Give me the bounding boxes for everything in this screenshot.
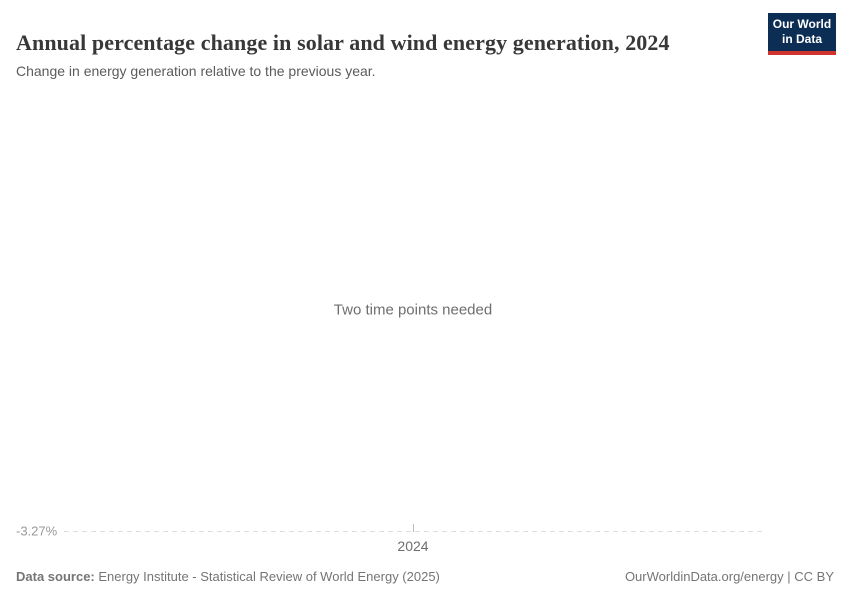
plot-area: Two time points needed -3.27% 2024 [0, 64, 850, 560]
x-axis-tick [413, 524, 414, 532]
chart-title: Annual percentage change in solar and wi… [16, 29, 670, 55]
chart-subtitle: Change in energy generation relative to … [16, 63, 376, 79]
data-source-line: Data source: Energy Institute - Statisti… [16, 569, 440, 585]
owid-logo[interactable]: Our World in Data [768, 13, 836, 55]
empty-state-message: Two time points needed [333, 301, 493, 319]
data-source-text: Energy Institute - Statistical Review of… [94, 569, 440, 584]
y-axis-baseline-label: -3.27% [16, 523, 58, 539]
owid-logo-line1: Our World [772, 17, 832, 31]
chart-footer: Data source: Energy Institute - Statisti… [16, 569, 834, 585]
data-source-label: Data source: [16, 569, 95, 584]
attribution-link[interactable]: OurWorldinData.org/energy | CC BY [624, 569, 834, 584]
owid-logo-line2: in Data [781, 32, 822, 46]
x-axis-tick-label: 2024 [397, 538, 429, 554]
